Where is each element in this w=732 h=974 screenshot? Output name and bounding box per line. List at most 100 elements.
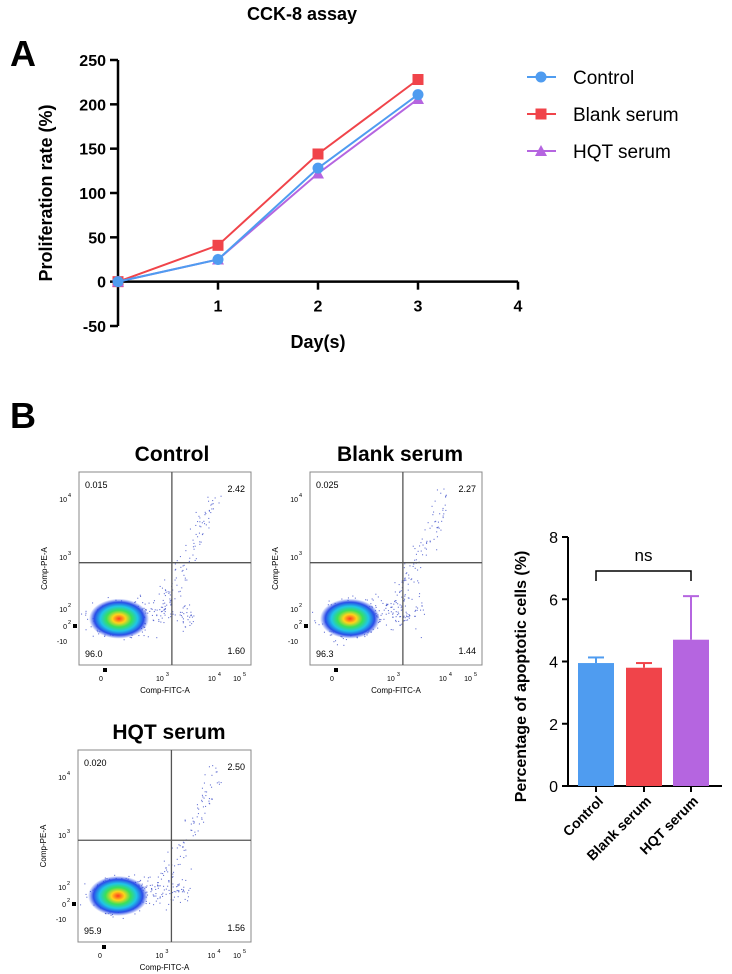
event-dot [331,634,333,636]
flow-x-tick-label: 10 [233,676,241,683]
event-dot [165,589,167,591]
event-dot [164,608,166,610]
event-dot [405,611,407,613]
event-dot [425,548,427,550]
event-dot [144,629,146,631]
event-dot [197,830,199,832]
event-dot [149,884,151,886]
bar-control [578,663,614,786]
event-dot [216,782,218,784]
event-dot [122,917,124,919]
event-dot [174,563,176,565]
event-dot [164,614,166,616]
event-dot [208,527,210,529]
event-dot [380,600,382,602]
flow-y-tick-label: -10 [56,917,66,924]
event-dot [202,796,204,798]
event-dot [445,495,447,497]
event-dot [201,522,203,524]
event-dot [394,591,396,593]
event-dot [171,847,173,849]
event-dot [180,566,182,568]
event-dot [141,631,143,633]
bar-y-tick-label: 6 [549,592,558,609]
event-dot [172,873,174,875]
event-dot [352,595,354,597]
event-dot [438,527,440,529]
flow-x-tick-exponent: 5 [243,949,246,955]
quadrant-ll-value: 96.3 [316,649,334,659]
event-dot [184,820,186,822]
flow-x-tick-exponent: 3 [397,672,400,678]
event-dot [185,544,187,546]
event-dot [195,511,197,513]
flow-x-tick-exponent: 4 [217,949,220,955]
event-dot [186,612,188,614]
event-dot [211,786,213,788]
event-dot [408,597,410,599]
flow-y-tick-label: 10 [59,497,67,504]
event-dot [442,515,444,517]
event-dot [422,554,424,556]
event-dot [429,527,431,529]
event-dot [182,846,184,848]
event-dot [190,829,192,831]
event-dot [381,613,383,615]
event-dot [395,619,397,621]
event-dot [200,541,202,543]
event-dot [211,798,213,800]
event-dot [364,636,366,638]
event-dot [420,637,422,639]
event-dot [208,798,210,800]
event-dot [390,611,392,613]
event-dot [443,488,445,490]
event-dot [162,603,164,605]
event-dot [414,615,416,617]
event-dot [157,882,159,884]
event-dot [404,578,406,580]
event-dot [201,801,203,803]
event-dot [397,603,399,605]
event-dot [399,624,401,626]
x-tick-label: 2 [314,299,323,316]
event-dot [421,538,423,540]
event-dot [387,610,389,612]
event-dot [421,602,423,604]
event-dot [85,893,87,895]
flow-plot-frame [78,471,252,666]
event-dot [189,616,191,618]
event-dot [392,613,394,615]
event-dot [181,570,183,572]
event-dot [436,549,438,551]
event-dot [405,573,407,575]
event-dot [205,805,207,807]
event-dot [153,611,155,613]
event-dot [181,879,183,881]
event-dot [172,892,174,894]
event-dot [216,771,218,773]
event-dot [188,560,190,562]
event-dot [158,620,160,622]
event-dot [185,879,187,881]
event-dot [150,608,152,610]
event-dot [210,512,212,514]
flow-y-tick-label: 10 [59,555,67,562]
event-dot [151,608,153,610]
event-dot [405,579,407,581]
event-dot [195,533,197,535]
flow-x-tick-label: 0 [98,953,102,960]
event-dot [179,855,181,857]
event-dot [437,521,439,523]
event-dot [215,767,217,769]
event-dot [162,895,164,897]
flow-y-tick-label: 10 [58,833,66,840]
event-dot [424,547,426,549]
event-dot [404,617,406,619]
flow-x-tick-label: 10 [387,676,395,683]
event-dot [414,548,416,550]
event-dot [179,863,181,865]
event-dot [172,613,174,615]
event-dot [163,608,165,610]
event-dot [168,864,170,866]
